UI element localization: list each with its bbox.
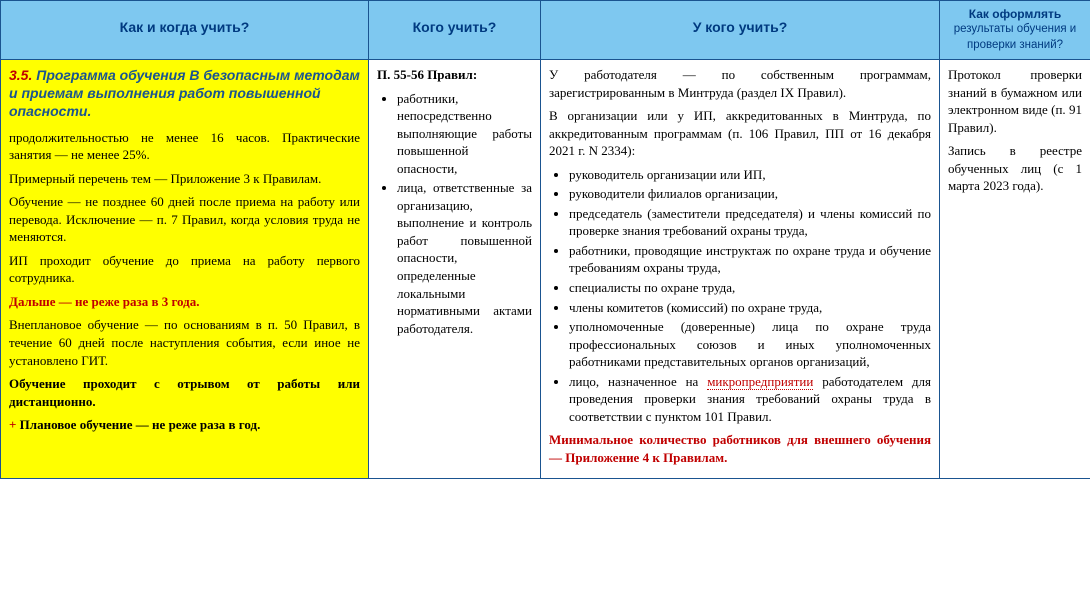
c3-last-pre: лицо, назначенное на [569, 374, 707, 389]
list-item: члены комитетов (комиссий) по охране тру… [569, 299, 931, 317]
header-col2: Кого учить? [369, 1, 541, 60]
c1-p8: + Плановое обучение — не реже раза в год… [9, 416, 360, 434]
list-item: работники, непосредственно выполняющие р… [397, 90, 532, 178]
title-number: 3.5. [9, 67, 32, 83]
cell-results: Протокол проверки знаний в бумажном или … [940, 59, 1090, 478]
header-col1: Как и когда учить? [1, 1, 369, 60]
c4-p1: Протокол проверки знаний в бумажном или … [948, 66, 1082, 136]
training-table: Как и когда учить? Кого учить? У кого уч… [0, 0, 1090, 479]
c1-p6: Внеплановое обучение — по основаниям в п… [9, 316, 360, 369]
title-text: Программа обучения В безопасным методам … [9, 67, 360, 119]
micro-link[interactable]: микропредприятии [707, 374, 813, 390]
list-item: руководитель организации или ИП, [569, 166, 931, 184]
program-title: 3.5. Программа обучения В безопасным мет… [9, 66, 360, 121]
body-row: 3.5. Программа обучения В безопасным мет… [1, 59, 1090, 478]
c1-p3: Обучение — не позднее 60 дней после прие… [9, 193, 360, 246]
c2-lead: П. 55-56 Правил: [377, 66, 532, 84]
header-col4: Как оформлять результаты обучения и пров… [940, 1, 1090, 60]
c1-p5: Дальше — не реже раза в 3 года. [9, 293, 360, 311]
c1-p2: Примерный перечень тем — Приложение 3 к … [9, 170, 360, 188]
header-col4-line1: Как оформлять [969, 7, 1061, 21]
list-item: руководители филиалов организации, [569, 185, 931, 203]
cell-by-whom: У работодателя — по собственным программ… [541, 59, 940, 478]
list-item: председатель (заместители председателя) … [569, 205, 931, 240]
header-row: Как и когда учить? Кого учить? У кого уч… [1, 1, 1090, 60]
cell-how-when: 3.5. Программа обучения В безопасным мет… [1, 59, 369, 478]
c1-p4: ИП проходит обучение до приема на работу… [9, 252, 360, 287]
c1-p1: продолжительностью не менее 16 часов. Пр… [9, 129, 360, 164]
list-item: уполномоченные (доверенные) лица по охра… [569, 318, 931, 371]
c3-footer: Минимальное количество работников для вн… [549, 431, 931, 466]
header-col3: У кого учить? [541, 1, 940, 60]
list-item-last: лицо, назначенное на микропредприятии ра… [569, 373, 931, 426]
header-col4-line2: результаты обучения и проверки знаний? [954, 23, 1076, 51]
cell-who: П. 55-56 Правил: работники, непосредстве… [369, 59, 541, 478]
list-item: лица, ответственные за организацию, выпо… [397, 179, 532, 337]
c3-list: руководитель организации или ИП, руковод… [549, 166, 931, 426]
c2-list: работники, непосредственно выполняющие р… [377, 90, 532, 338]
c3-p2: В организации или у ИП, аккредитованных … [549, 107, 931, 160]
c3-p1: У работодателя — по собственным программ… [549, 66, 931, 101]
c4-p2: Запись в реестре обученных лиц (с 1 март… [948, 142, 1082, 195]
c1-p8-text: Плановое обучение — не реже раза в год. [16, 417, 260, 432]
list-item: специалисты по охране труда, [569, 279, 931, 297]
c1-p7: Обучение проходит с отрывом от работы ил… [9, 375, 360, 410]
list-item: работники, проводящие инструктаж по охра… [569, 242, 931, 277]
